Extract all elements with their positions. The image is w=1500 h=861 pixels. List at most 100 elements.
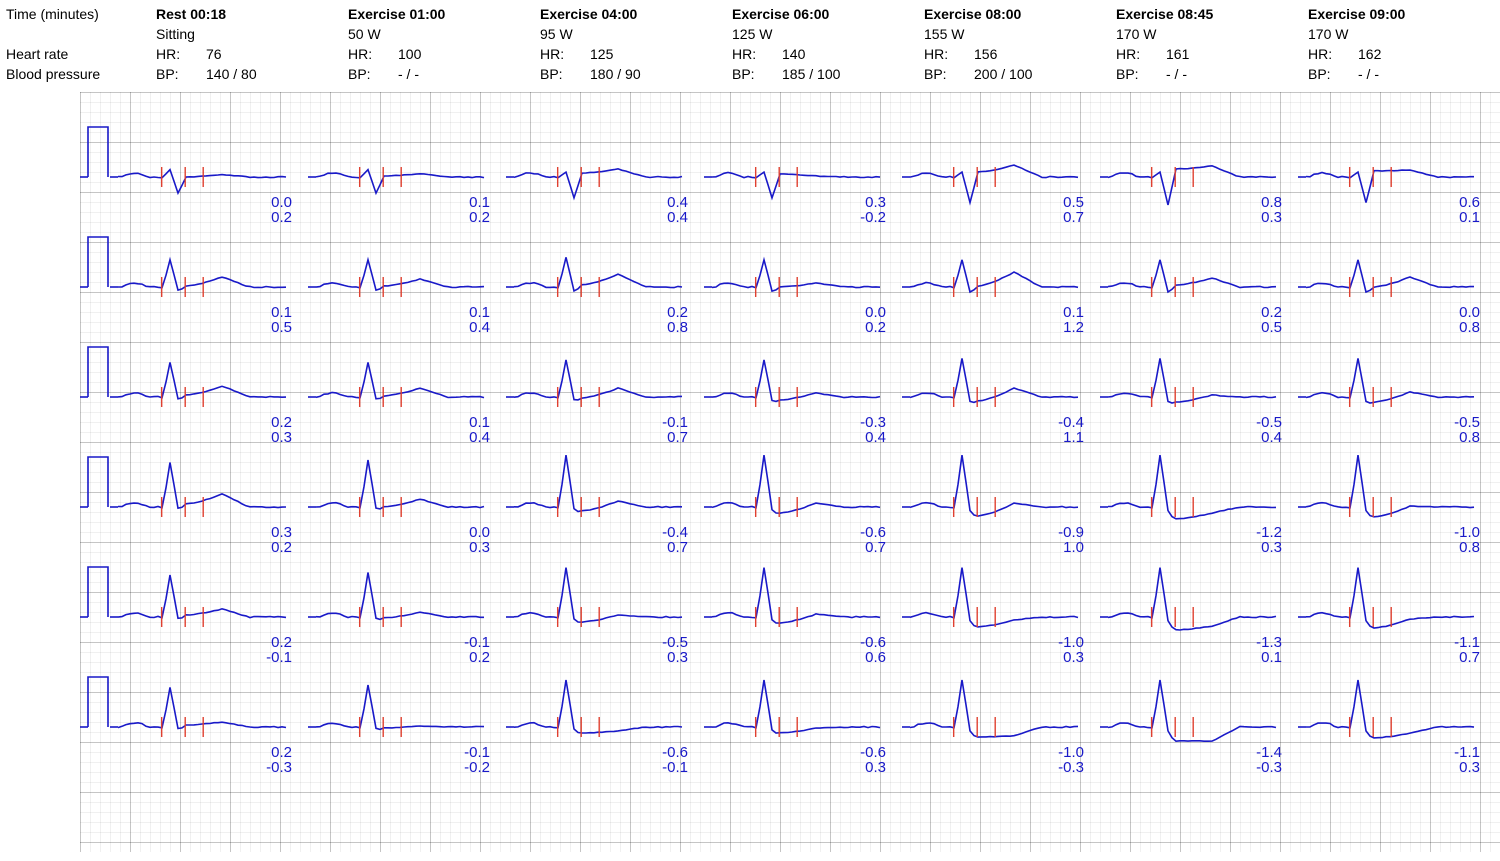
value-1: 0.1 (246, 305, 292, 320)
stage-subtitle: 170 W (1308, 24, 1500, 44)
value-1: -1.1 (1434, 745, 1480, 760)
hr-value: 76 (206, 44, 222, 64)
value-1: 0.0 (444, 525, 490, 540)
values-II-2: -0.40.7 (642, 525, 688, 555)
trace-II-1 (316, 460, 484, 509)
values-aVF-3: -0.60.6 (840, 635, 886, 665)
value-1: 0.0 (1434, 305, 1480, 320)
trace-II-5 (1108, 455, 1276, 519)
trace-aVF-5 (1108, 568, 1276, 630)
trace-II-3 (712, 455, 880, 513)
stage-title: Exercise 06:00 (732, 4, 924, 24)
bp-label: BP: (348, 64, 398, 84)
value-2: 0.8 (1434, 540, 1480, 555)
value-1: -0.9 (1038, 525, 1084, 540)
trace-I-4 (910, 260, 1078, 292)
value-2: 0.5 (1236, 320, 1282, 335)
stage-subtitle: 155 W (924, 24, 1116, 44)
value-1: 0.1 (444, 415, 490, 430)
cal-pulse-aVF (88, 567, 108, 617)
hr-label: HR: (1308, 44, 1358, 64)
value-1: 0.3 (246, 525, 292, 540)
value-1: 0.0 (246, 195, 292, 210)
value-2: 0.1 (1434, 210, 1480, 225)
values-II-0: 0.30.2 (246, 525, 292, 555)
values-II-6: -1.00.8 (1434, 525, 1480, 555)
value-2: 0.1 (1236, 650, 1282, 665)
value-1: -0.1 (444, 745, 490, 760)
cal-pulse-III (88, 677, 108, 727)
label-bp: Blood pressure (6, 64, 156, 84)
hr-value: 140 (782, 44, 805, 64)
header-row-labels: Time (minutes) Heart rate Blood pressure (0, 4, 156, 84)
trace-III-0 (118, 687, 286, 728)
value-1: -0.6 (840, 635, 886, 650)
cal-pulse-I (88, 237, 108, 287)
stage-0: Rest 00:18SittingHR:76BP:140 / 80 (156, 4, 348, 84)
stage-6: Exercise 09:00170 WHR:162BP:- / - (1308, 4, 1500, 84)
values-aVL-3: 0.3-0.2 (840, 195, 886, 225)
value-1: -0.6 (840, 525, 886, 540)
hr-label: HR: (924, 44, 974, 64)
values--aVR-5: -0.50.4 (1236, 415, 1282, 445)
value-1: -0.6 (642, 745, 688, 760)
value-2: -0.3 (1236, 760, 1282, 775)
trace-I-3 (712, 260, 880, 291)
stage-title: Exercise 08:00 (924, 4, 1116, 24)
values--aVR-1: 0.10.4 (444, 415, 490, 445)
value-2: 1.1 (1038, 430, 1084, 445)
value-2: 0.8 (642, 320, 688, 335)
values-aVF-4: -1.00.3 (1038, 635, 1084, 665)
values-III-4: -1.0-0.3 (1038, 745, 1084, 775)
value-1: 0.2 (246, 635, 292, 650)
value-2: -0.2 (444, 760, 490, 775)
value-1: -1.3 (1236, 635, 1282, 650)
bp-value: 185 / 100 (782, 64, 840, 84)
stage-subtitle: 125 W (732, 24, 924, 44)
bp-label: BP: (1308, 64, 1358, 84)
stage-subtitle: 170 W (1116, 24, 1308, 44)
values--aVR-6: -0.50.8 (1434, 415, 1480, 445)
trace-aVL-0 (118, 170, 286, 194)
stages: Rest 00:18SittingHR:76BP:140 / 80 Exercis… (156, 4, 1500, 84)
value-1: -0.1 (642, 415, 688, 430)
value-1: -1.2 (1236, 525, 1282, 540)
hr-label: HR: (348, 44, 398, 64)
value-2: 0.5 (246, 320, 292, 335)
values-aVF-0: 0.2-0.1 (246, 635, 292, 665)
label-time: Time (minutes) (6, 4, 156, 24)
stage-title: Exercise 09:00 (1308, 4, 1500, 24)
bp-label: BP: (1116, 64, 1166, 84)
value-2: -0.3 (1038, 760, 1084, 775)
value-1: 0.1 (1038, 305, 1084, 320)
stage-title: Exercise 08:45 (1116, 4, 1308, 24)
values-I-3: 0.00.2 (840, 305, 886, 335)
value-1: -0.3 (840, 415, 886, 430)
values-aVL-1: 0.10.2 (444, 195, 490, 225)
value-2: 0.2 (246, 540, 292, 555)
trace--aVR-3 (712, 360, 880, 402)
bp-value: - / - (398, 64, 419, 84)
value-1: 0.2 (246, 745, 292, 760)
stage-subtitle: 95 W (540, 24, 732, 44)
values-III-2: -0.6-0.1 (642, 745, 688, 775)
trace--aVR-1 (316, 362, 484, 398)
trace-aVF-0 (118, 575, 286, 618)
bp-value: - / - (1358, 64, 1379, 84)
trace-aVF-3 (712, 568, 880, 624)
value-1: 0.1 (444, 195, 490, 210)
value-1: -0.1 (444, 635, 490, 650)
ecg-traces (80, 92, 1500, 852)
trace-II-6 (1306, 455, 1474, 517)
bp-label: BP: (732, 64, 782, 84)
trace-II-2 (514, 455, 682, 511)
values-aVL-2: 0.40.4 (642, 195, 688, 225)
value-1: 0.2 (642, 305, 688, 320)
header: Time (minutes) Heart rate Blood pressure… (0, 0, 1500, 92)
values-III-0: 0.2-0.3 (246, 745, 292, 775)
values-aVF-1: -0.10.2 (444, 635, 490, 665)
values-aVL-0: 0.00.2 (246, 195, 292, 225)
ecg-grid: aVL0.00.20.10.20.40.40.3-0.20.50.70.80.3… (80, 92, 1500, 852)
stage-title: Exercise 04:00 (540, 4, 732, 24)
stage-3: Exercise 06:00125 WHR:140BP:185 / 100 (732, 4, 924, 84)
